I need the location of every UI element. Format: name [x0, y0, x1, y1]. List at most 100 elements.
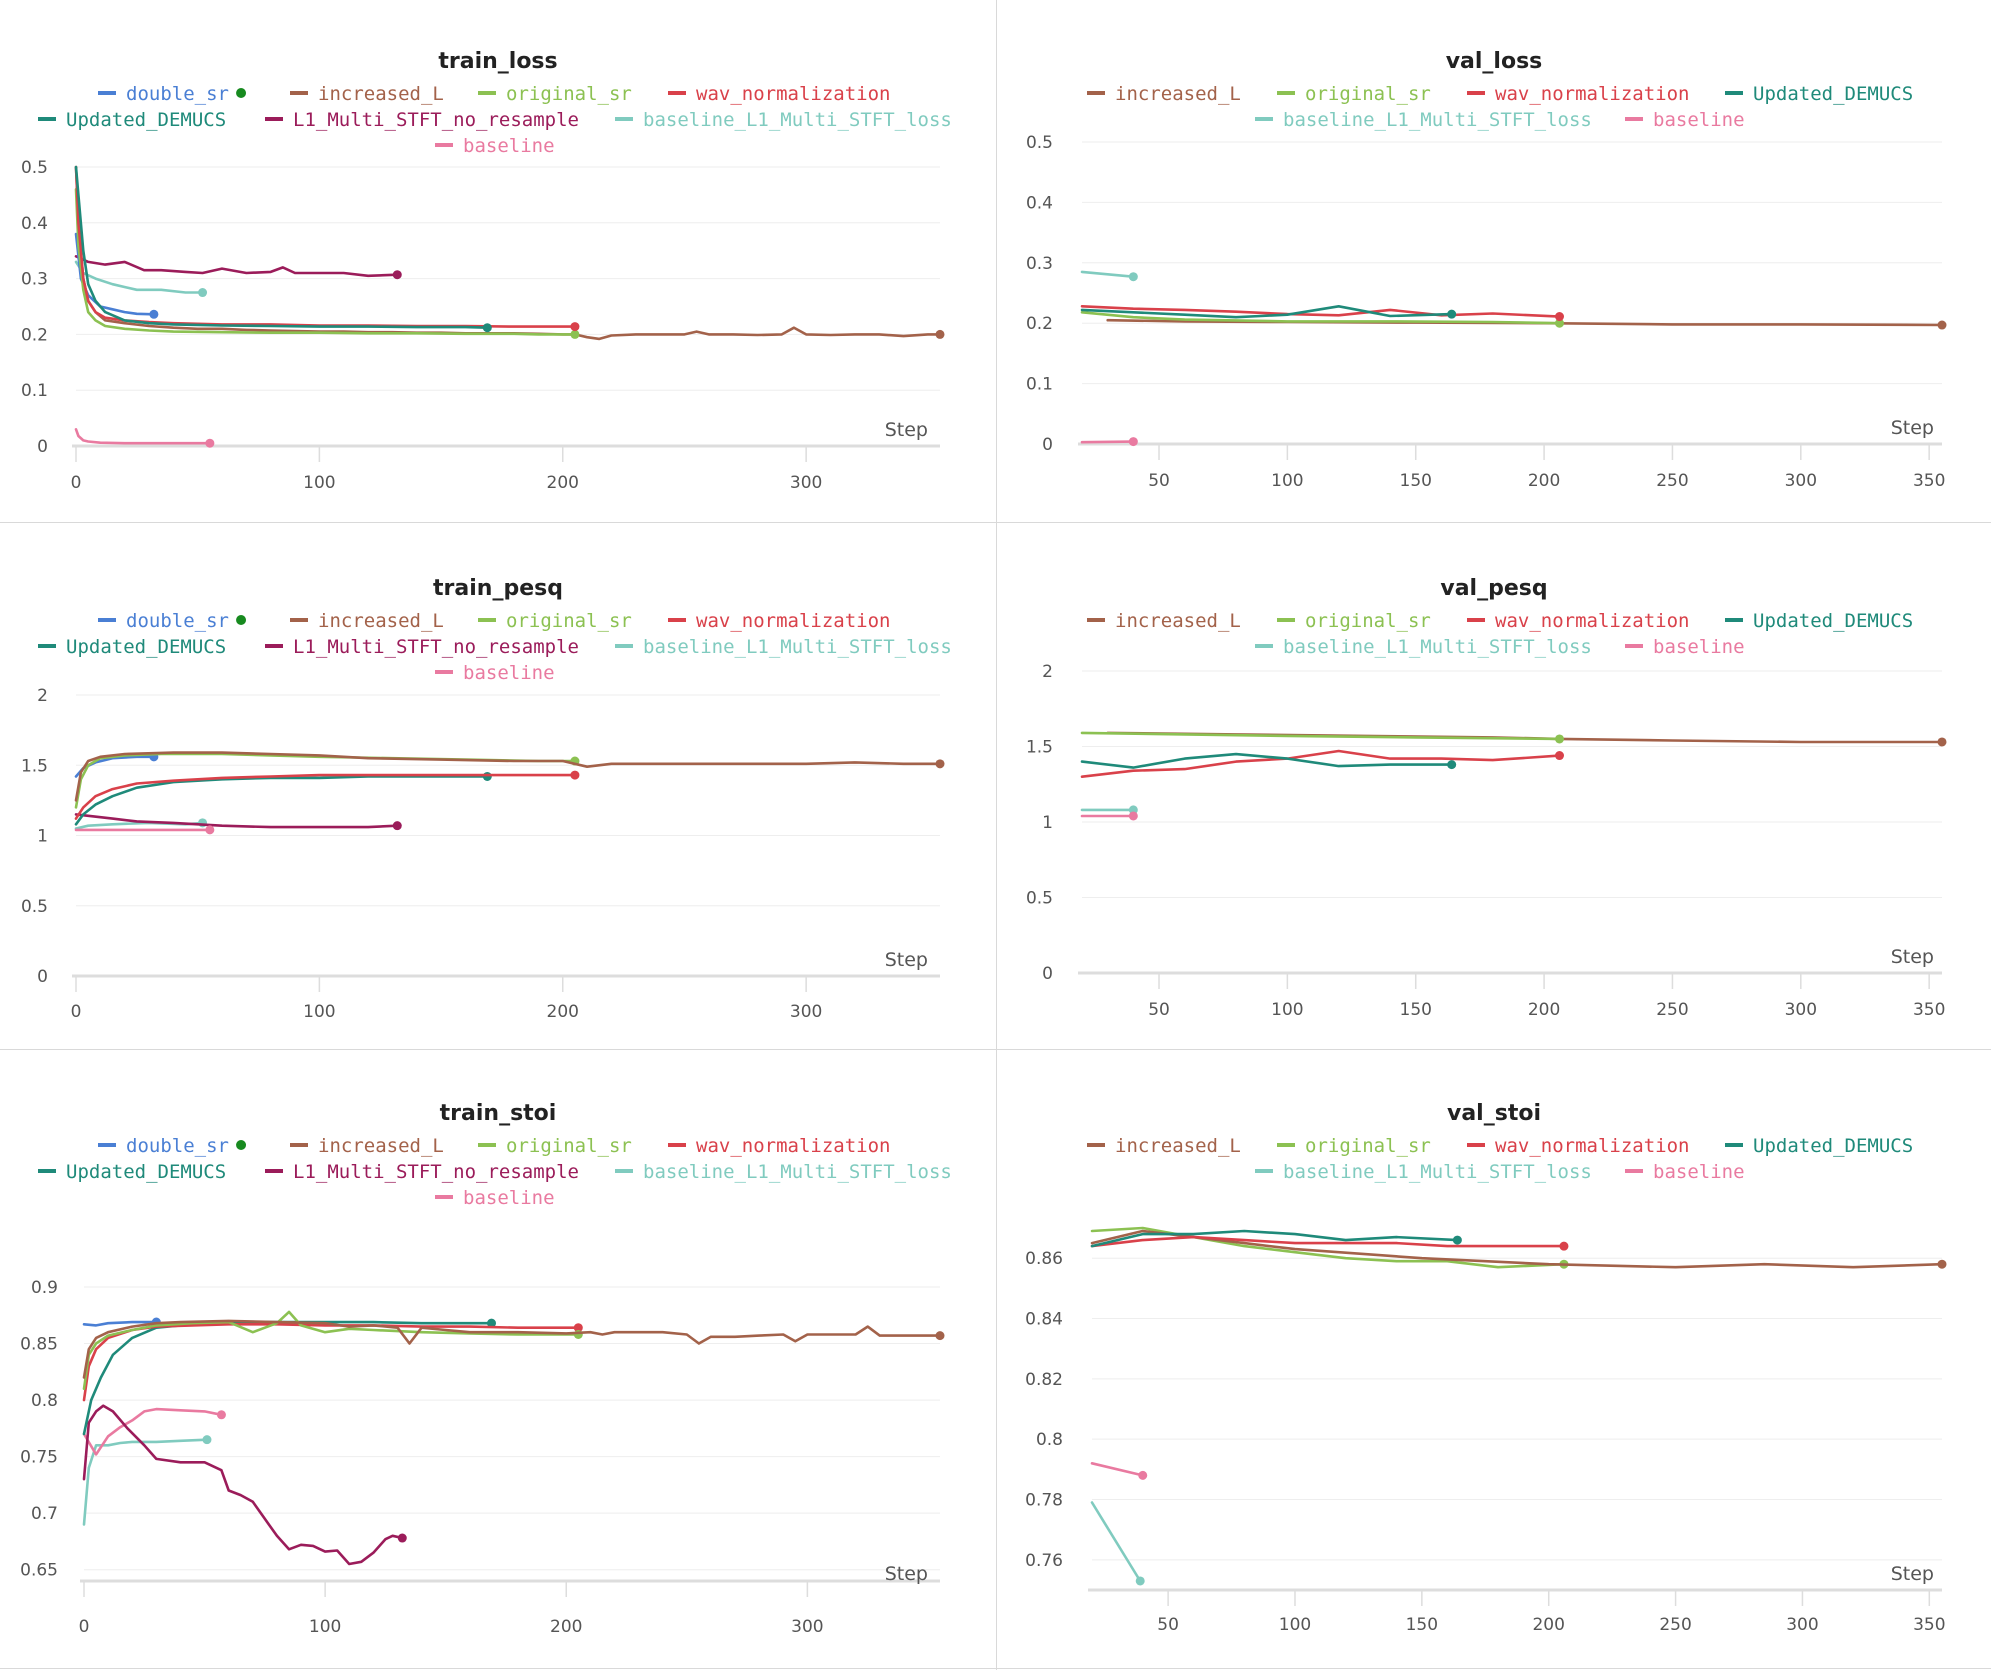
- x-tick-label: 350: [1913, 1000, 1945, 1020]
- y-tick-label: 0.76: [1025, 1551, 1063, 1571]
- x-tick-label: 50: [1148, 471, 1170, 491]
- y-tick-label: 0.1: [1026, 375, 1053, 395]
- chart-svg: train_pesq double_sr increased_L original_s…: [21, 576, 952, 1022]
- legend-label: Updated_DEMUCS: [66, 109, 226, 131]
- legend-label: increased_L: [1115, 83, 1241, 105]
- chart-title: train_loss: [438, 49, 557, 74]
- series-end-point: [1554, 734, 1564, 744]
- y-tick-label: 2: [1042, 662, 1053, 682]
- series-line-baseline: [1090, 1461, 1144, 1477]
- x-tick-label: 100: [1271, 471, 1303, 491]
- series-line-L1_Multi_STFT_no_resample: [74, 813, 399, 829]
- series-line-increased_L: [82, 1319, 942, 1379]
- y-tick-label: 0: [1042, 964, 1053, 984]
- y-tick-label: 0.8: [1036, 1430, 1063, 1450]
- series-end-point: [1937, 320, 1947, 330]
- legend-label: original_sr: [1305, 610, 1431, 632]
- legend-label: wav_normalization: [1495, 1135, 1689, 1157]
- y-tick-label: 0.2: [21, 325, 48, 345]
- x-tick-label: 0: [79, 1617, 90, 1637]
- vertical-divider: [996, 0, 997, 1670]
- legend-label: original_sr: [506, 83, 632, 105]
- legend-label: baseline_L1_Multi_STFT_loss: [1283, 636, 1592, 658]
- legend-label: increased_L: [1115, 1135, 1241, 1157]
- y-tick-label: 0.3: [1026, 254, 1053, 274]
- x-tick-label: 150: [1400, 471, 1432, 491]
- x-axis-label: Step: [885, 1563, 928, 1585]
- x-tick-label: 300: [1785, 1000, 1817, 1020]
- legend-label: increased_L: [318, 1135, 444, 1157]
- y-tick-label: 0.8: [31, 1391, 58, 1411]
- legend-label: original_sr: [1305, 83, 1431, 105]
- y-tick-label: 0.85: [20, 1335, 58, 1355]
- series-line-Updated_DEMUCS: [74, 775, 489, 826]
- x-tick-label: 50: [1157, 1615, 1179, 1635]
- x-tick-label: 300: [791, 1617, 823, 1637]
- x-axis-label: Step: [885, 419, 928, 441]
- legend-label: double_sr: [126, 610, 229, 632]
- series-line-baseline: [74, 427, 212, 445]
- series-end-point: [570, 770, 580, 780]
- series-end-point: [935, 329, 945, 339]
- x-tick-label: 100: [1271, 1000, 1303, 1020]
- series-line-Updated_DEMUCS: [82, 1320, 493, 1436]
- x-axis-label: Step: [1891, 417, 1934, 439]
- series-line-increased_L: [74, 165, 942, 341]
- legend-label: L1_Multi_STFT_no_resample: [293, 1161, 579, 1183]
- x-axis-label: Step: [1891, 1563, 1934, 1585]
- series-line-Updated_DEMUCS: [1080, 752, 1454, 769]
- y-tick-label: 0: [1042, 435, 1053, 455]
- y-tick-label: 0: [37, 437, 48, 457]
- series-end-point: [573, 1329, 583, 1339]
- x-tick-label: 350: [1913, 471, 1945, 491]
- legend-label: Updated_DEMUCS: [1753, 83, 1913, 105]
- chart-title: train_stoi: [440, 1101, 557, 1126]
- x-tick-label: 0: [71, 473, 82, 493]
- x-tick-label: 200: [547, 1002, 579, 1022]
- x-tick-label: 250: [1659, 1615, 1691, 1635]
- y-tick-label: 0.9: [31, 1278, 58, 1298]
- legend-label: baseline_L1_Multi_STFT_loss: [643, 109, 952, 131]
- y-tick-label: 0.86: [1025, 1249, 1063, 1269]
- x-tick-label: 250: [1656, 1000, 1688, 1020]
- chart-svg: val_stoi increased_L original_sr wav_normal…: [1025, 1101, 1947, 1635]
- legend-label: increased_L: [318, 610, 444, 632]
- chart-panel-train-stoi: train_stoi double_sr increased_L original_s…: [0, 1050, 996, 1668]
- series-line-increased_L: [1090, 1229, 1944, 1269]
- legend-status-dot: [236, 615, 247, 625]
- legend-label: baseline_L1_Multi_STFT_loss: [643, 1161, 952, 1183]
- legend-label: wav_normalization: [696, 610, 890, 632]
- series-end-point: [1128, 272, 1138, 282]
- series-line-L1_Multi_STFT_no_resample: [74, 254, 399, 278]
- series-end-point: [935, 759, 945, 769]
- series-line-baseline_L1_Multi_STFT_loss: [1090, 1501, 1142, 1583]
- legend-label: baseline: [1653, 636, 1745, 658]
- series-line-wav_normalization: [74, 165, 577, 328]
- legend-label: wav_normalization: [696, 1135, 890, 1157]
- legend-label: original_sr: [506, 1135, 632, 1157]
- legend-label: Updated_DEMUCS: [1753, 1135, 1913, 1157]
- x-tick-label: 150: [1406, 1615, 1438, 1635]
- y-tick-label: 1.5: [21, 756, 48, 776]
- series-end-point: [1554, 751, 1564, 761]
- y-tick-label: 0.5: [21, 897, 48, 917]
- chart-title: train_pesq: [433, 576, 563, 601]
- series-line-baseline_L1_Multi_STFT_loss: [74, 260, 204, 294]
- legend-label: L1_Multi_STFT_no_resample: [293, 109, 579, 131]
- x-tick-label: 200: [547, 473, 579, 493]
- legend-label: wav_normalization: [1495, 610, 1689, 632]
- series-end-point: [482, 323, 492, 333]
- chart-panel-val-pesq: val_pesq increased_L original_sr wav_normal…: [997, 523, 1991, 1049]
- legend-label: baseline_L1_Multi_STFT_loss: [643, 636, 952, 658]
- series-line-wav_normalization: [1080, 749, 1561, 778]
- series-end-point: [216, 1410, 226, 1420]
- x-tick-label: 300: [790, 473, 822, 493]
- series-line-Updated_DEMUCS: [74, 165, 489, 330]
- x-tick-label: 300: [1785, 471, 1817, 491]
- chart-panel-val-stoi: val_stoi increased_L original_sr wav_normal…: [997, 1050, 1991, 1668]
- y-tick-label: 0.1: [21, 381, 48, 401]
- legend-label: original_sr: [1305, 1135, 1431, 1157]
- series-line-increased_L: [74, 751, 942, 802]
- x-tick-label: 350: [1913, 1615, 1945, 1635]
- horizontal-divider: [0, 1049, 1991, 1050]
